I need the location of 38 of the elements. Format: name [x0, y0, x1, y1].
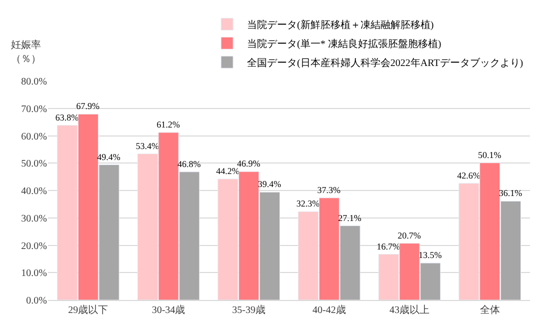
y-tick-label: 50.0%: [21, 158, 47, 170]
y-tick-label: 40.0%: [21, 186, 47, 197]
data-label: 16.7%: [376, 241, 400, 252]
data-label: 53.4%: [136, 140, 160, 151]
legend-label: 当院データ(単一* 凍結良好拡張胚盤胞移植): [247, 38, 442, 50]
x-tick-label: 43歳以上: [390, 304, 430, 316]
data-label: 63.8%: [55, 112, 80, 122]
data-label: 32.3%: [296, 198, 320, 209]
data-label: 39.4%: [258, 179, 282, 190]
data-label: 42.6%: [457, 170, 481, 180]
x-tick-label: 35-39歳: [232, 304, 266, 316]
data-label: 20.7%: [398, 230, 422, 240]
legend-label: 全国データ(日本産科婦人科学会2022年ARTデータブックより): [247, 57, 524, 70]
data-label: 37.3%: [317, 184, 342, 195]
y-axis-title: 妊娠率: [11, 39, 41, 51]
y-tick-label: 20.0%: [21, 240, 47, 252]
y-tick-label: 80.0%: [21, 76, 47, 88]
x-tick-label: 29歳以下: [68, 304, 108, 316]
data-label: 67.9%: [76, 101, 100, 112]
data-label: 46.8%: [178, 158, 202, 169]
x-tick-label: 30-34歳: [152, 304, 186, 316]
text: （％）: [11, 54, 41, 65]
data-label: 13.5%: [418, 250, 442, 260]
data-label: 49.4%: [97, 152, 121, 162]
y-tick-label: 30.0%: [21, 213, 47, 224]
data-label: 61.2%: [156, 119, 180, 130]
data-label: 36.1%: [498, 188, 523, 198]
data-label: 44.2%: [216, 166, 240, 176]
data-label: 50.1%: [478, 150, 502, 160]
y-tick-label: 60.0%: [21, 131, 47, 142]
data-label: 27.1%: [338, 212, 362, 223]
y-tick-label: 10.0%: [21, 268, 47, 280]
y-tick-label: 70.0%: [21, 104, 47, 115]
data-label: 46.9%: [236, 158, 261, 169]
x-tick-label: 40-42歳: [312, 304, 346, 316]
legend-label: 当院データ(新鮮胚移植＋凍結融解胚移植): [247, 19, 434, 32]
y-tick-label: 0.0%: [26, 296, 47, 306]
x-tick-label: 全体: [480, 304, 500, 316]
